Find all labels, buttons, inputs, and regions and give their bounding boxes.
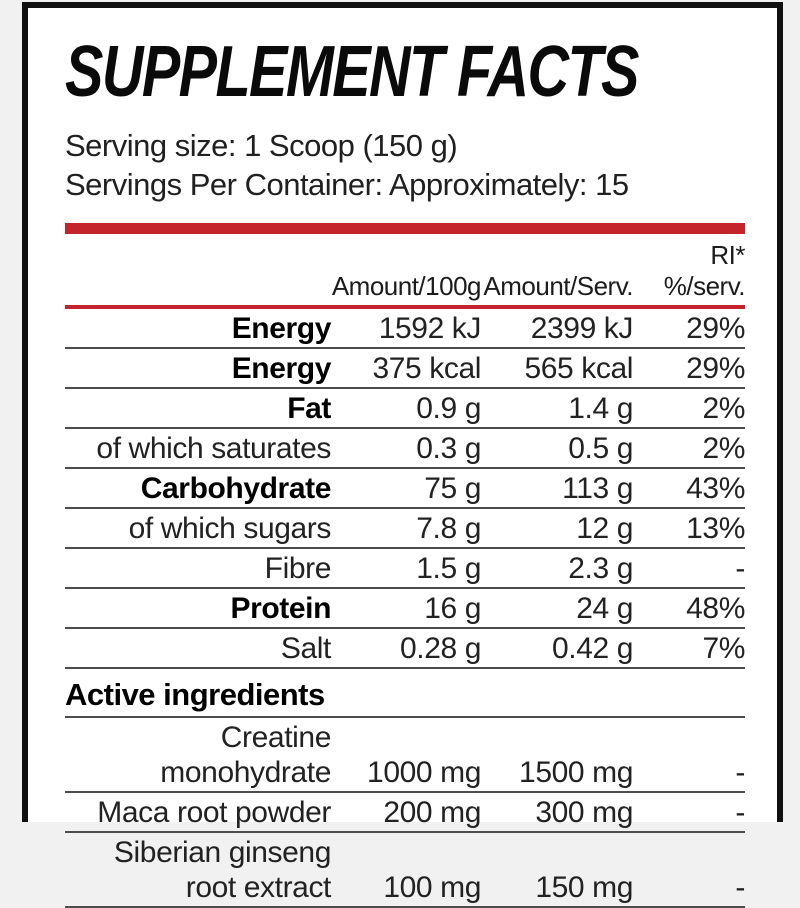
amount-per-100g: 100 mg: [383, 871, 481, 904]
amount-per-serving: 113 g: [562, 472, 633, 505]
nutrient-name: Fibre: [264, 552, 332, 585]
column-header-row: Amount/100g Amount/Serv. RI* %/serv.: [65, 234, 746, 309]
amount-per-100g: 75 g: [424, 472, 481, 505]
servings-per-container-line: Servings Per Container: Approximately: 1…: [65, 167, 629, 202]
serving-size-line: Serving size: 1 Scoop (150 g): [65, 128, 458, 163]
nutrient-name: Carbohydrate: [140, 472, 332, 505]
table-row: Salt 0.28 g 0.42 g 7%: [65, 629, 745, 669]
active-ingredients-table: Creatine monohydrate 1000 mg 1500 mg - M…: [65, 718, 745, 908]
amount-per-100g: 375 kcal: [372, 352, 481, 385]
table-row: Creatine monohydrate 1000 mg 1500 mg -: [65, 718, 745, 793]
amount-per-100g: 7.8 g: [416, 512, 481, 545]
amount-per-serving: 2.3 g: [568, 552, 633, 585]
table-row: Energy 1592 kJ 2399 kJ 29%: [65, 309, 745, 349]
amount-per-serving: 300 mg: [535, 796, 633, 829]
column-header-amount-100g: Amount/100g: [331, 271, 482, 301]
table-row: Fibre 1.5 g 2.3 g -: [65, 549, 745, 589]
nutrient-name: Siberian ginseng root extract: [113, 836, 331, 904]
table-row: Carbohydrate 75 g 113 g 43%: [65, 469, 745, 509]
column-header-ri-serv: RI* %/serv.: [663, 240, 746, 301]
ri-percent: -: [735, 871, 745, 904]
ri-percent: 2%: [702, 392, 745, 425]
ri-percent: -: [735, 796, 745, 829]
table-row: of which saturates 0.3 g 0.5 g 2%: [65, 429, 745, 469]
nutrient-name: Fat: [287, 392, 331, 425]
nutrient-name: of which sugars: [128, 512, 332, 545]
table-row: Fat 0.9 g 1.4 g 2%: [65, 389, 745, 429]
amount-per-serving: 2399 kJ: [530, 312, 634, 345]
ri-percent: -: [735, 756, 745, 789]
amount-per-serving: 150 mg: [535, 871, 633, 904]
amount-per-100g: 1000 mg: [367, 756, 481, 789]
amount-per-serving: 565 kcal: [524, 352, 633, 385]
ri-percent: -: [735, 552, 745, 585]
table-row: Energy 375 kcal 565 kcal 29%: [65, 349, 745, 389]
amount-per-100g: 16 g: [424, 592, 481, 625]
table-row: of which sugars 7.8 g 12 g 13%: [65, 509, 745, 549]
amount-per-100g: 0.3 g: [416, 432, 481, 465]
nutrient-table: Energy 1592 kJ 2399 kJ 29% Energy 375 kc…: [65, 309, 745, 669]
red-divider-bar: [65, 223, 745, 234]
ri-percent: 43%: [686, 472, 745, 505]
serving-info: Serving size: 1 Scoop (150 g) Servings P…: [65, 126, 745, 204]
amount-per-serving: 0.42 g: [551, 632, 633, 665]
ri-percent: 29%: [686, 312, 745, 345]
supplement-label-panel: SUPPLEMENT FACTS Serving size: 1 Scoop (…: [22, 2, 783, 908]
active-ingredients-heading: Active ingredients: [65, 669, 745, 718]
amount-per-100g: 0.9 g: [416, 392, 481, 425]
amount-per-serving: 12 g: [576, 512, 633, 545]
nutrient-name: Salt: [280, 632, 332, 665]
nutrient-name: Energy: [231, 352, 332, 385]
ri-percent: 13%: [686, 512, 745, 545]
nutrient-name: Protein: [230, 592, 331, 625]
table-row: Protein 16 g 24 g 48%: [65, 589, 745, 629]
amount-per-serving: 0.5 g: [568, 432, 633, 465]
nutrient-name: Creatine monohydrate: [160, 721, 331, 789]
amount-per-100g: 1.5 g: [416, 552, 481, 585]
amount-per-serving: 24 g: [576, 592, 633, 625]
column-header-amount-serv: Amount/Serv.: [483, 271, 633, 301]
ri-percent: 2%: [702, 432, 745, 465]
table-row: Maca root powder 200 mg 300 mg -: [65, 793, 745, 833]
amount-per-100g: 1592 kJ: [378, 312, 482, 345]
label-content: SUPPLEMENT FACTS Serving size: 1 Scoop (…: [28, 34, 777, 908]
label-title: SUPPLEMENT FACTS: [65, 32, 639, 112]
amount-per-serving: 1.4 g: [568, 392, 633, 425]
ri-percent: 7%: [702, 632, 745, 665]
nutrient-name: of which saturates: [96, 432, 331, 465]
table-row: Siberian ginseng root extract 100 mg 150…: [65, 833, 745, 908]
amount-per-100g: 200 mg: [383, 796, 481, 829]
nutrient-name: Maca root powder: [97, 796, 331, 829]
amount-per-100g: 0.28 g: [399, 632, 481, 665]
ri-percent: 48%: [686, 592, 745, 625]
ri-percent: 29%: [686, 352, 745, 385]
nutrient-name: Energy: [231, 312, 332, 345]
amount-per-serving: 1500 mg: [519, 756, 633, 789]
